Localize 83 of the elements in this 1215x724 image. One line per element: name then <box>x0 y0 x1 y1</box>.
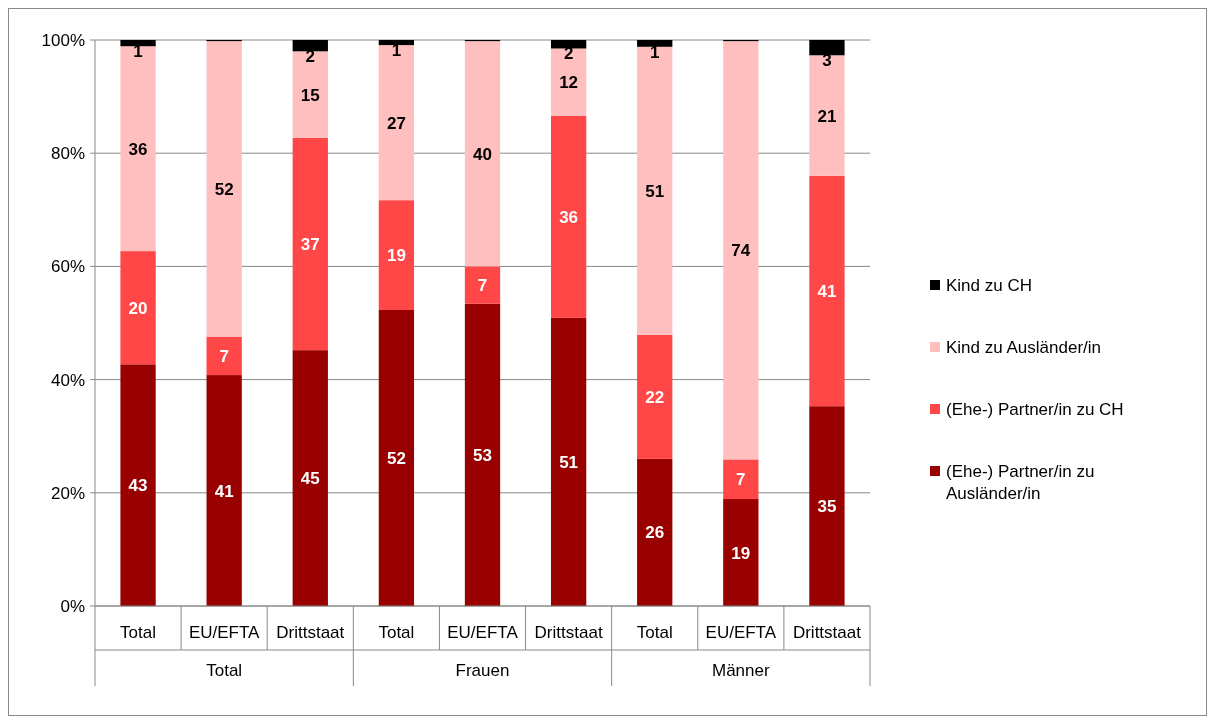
bar <box>637 46 673 335</box>
bar <box>809 406 845 606</box>
x-tick-label: Drittstaat <box>276 623 345 642</box>
x-tick-label: EU/EFTA <box>705 623 777 642</box>
bar <box>378 200 415 310</box>
bar <box>550 40 587 49</box>
bar <box>292 40 328 52</box>
bar <box>637 40 673 47</box>
data-label: 22 <box>645 387 665 407</box>
bar <box>120 40 156 47</box>
bar <box>378 45 415 201</box>
data-label: 74 <box>731 241 751 261</box>
data-label: 21 <box>817 106 837 126</box>
bar <box>550 115 587 318</box>
bar <box>120 364 156 606</box>
bar <box>206 41 242 337</box>
data-label: 36 <box>559 207 579 227</box>
y-tick-label: 80% <box>50 144 85 164</box>
bar <box>637 334 673 459</box>
bar <box>120 251 156 365</box>
legend-label: (Ehe-) Partner/in zu Ausländer/in <box>946 462 1095 503</box>
data-label: 52 <box>386 448 406 468</box>
bar <box>292 137 328 351</box>
data-label: 41 <box>817 282 837 302</box>
data-label: 15 <box>300 85 320 105</box>
text: Frauen <box>455 661 510 680</box>
data-label: 51 <box>559 452 579 472</box>
bar <box>464 303 501 606</box>
data-label: 37 <box>300 235 320 255</box>
x-tick-label: Total <box>378 623 415 642</box>
bar <box>809 40 845 56</box>
x-tick-label: Drittstaat <box>534 623 603 642</box>
data-label: 52 <box>214 179 234 199</box>
legend-label: Kind zu CH <box>946 276 1032 295</box>
bar <box>292 51 328 138</box>
data-label: 19 <box>731 543 751 563</box>
data-label: 43 <box>128 476 148 496</box>
bar <box>464 41 501 267</box>
bar <box>206 375 242 606</box>
text: Männer <box>712 661 770 680</box>
x-tick-label: Total <box>636 623 673 642</box>
data-label: 40 <box>473 144 492 164</box>
data-label: 7 <box>736 470 746 490</box>
data-label: 51 <box>645 181 665 201</box>
data-label: 45 <box>300 469 320 489</box>
bar <box>464 266 501 304</box>
bar <box>723 499 759 606</box>
bar <box>809 55 845 176</box>
data-label: 19 <box>386 246 406 266</box>
bar <box>206 336 242 376</box>
bar <box>120 46 156 252</box>
y-tick-label: 40% <box>50 370 85 390</box>
y-tick-label: 20% <box>50 483 85 503</box>
data-label: 53 <box>473 445 492 465</box>
y-tick-label: 100% <box>41 31 85 50</box>
x-tick-label: Total <box>120 623 157 642</box>
data-label: 41 <box>214 481 234 501</box>
bar <box>378 40 415 46</box>
data-label: 7 <box>219 346 229 366</box>
bar <box>550 48 587 116</box>
x-tick-label: EU/EFTA <box>188 623 261 642</box>
bar <box>378 309 415 606</box>
x-tick-label: EU/EFTA <box>447 623 519 642</box>
data-label: 27 <box>386 113 406 133</box>
y-tick-label: 60% <box>50 257 85 277</box>
legend-label: (Ehe-) Partner/in zu CH <box>946 400 1124 419</box>
data-label: 7 <box>477 276 488 296</box>
data-label: 35 <box>817 497 837 517</box>
bar <box>292 350 328 606</box>
data-label: 36 <box>128 139 148 159</box>
data-label: 20 <box>128 298 148 318</box>
text: Total <box>206 661 243 680</box>
data-label: 12 <box>559 73 579 93</box>
bar <box>637 458 673 606</box>
x-tick-label: Drittstaat <box>792 623 862 642</box>
legend-label: Kind zu Ausländer/in <box>946 338 1101 357</box>
data-label: 1 <box>649 42 660 62</box>
bar <box>723 459 759 500</box>
bar <box>550 317 587 606</box>
bar <box>723 41 759 460</box>
y-tick-label: 0% <box>60 597 85 616</box>
bar <box>809 175 845 407</box>
data-label: 26 <box>645 523 665 543</box>
